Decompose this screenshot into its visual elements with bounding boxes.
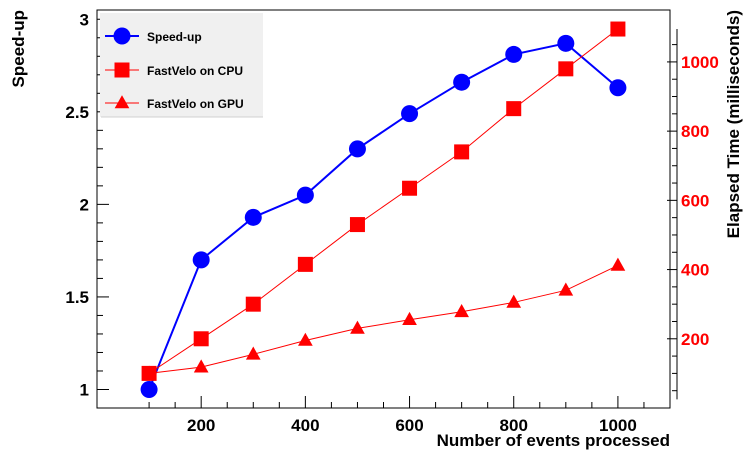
- series-line: [148, 28, 619, 374]
- data-point: [350, 320, 365, 334]
- x-tick-label: 200: [187, 416, 215, 435]
- data-point: [349, 217, 365, 233]
- data-point: [610, 21, 626, 37]
- series-line: [148, 42, 619, 390]
- data-point: [245, 346, 261, 360]
- y-left-tick-label: 2.5: [65, 103, 89, 122]
- y-left-tick-label: 3: [80, 10, 89, 29]
- y-right-tick-label: 400: [681, 261, 709, 280]
- data-point: [192, 251, 210, 269]
- data-point: [454, 144, 470, 160]
- data-point: [141, 365, 157, 379]
- x-tick-label: 600: [395, 416, 423, 435]
- legend-marker: [114, 62, 130, 78]
- y-left-tick-label: 2: [80, 195, 89, 214]
- data-point: [506, 101, 522, 117]
- legend-label: FastVelo on GPU: [147, 97, 244, 111]
- data-point: [193, 331, 209, 347]
- axes: 200 400 600 800 1000 1 1.5 2 2.5 3 200 400 600 800 100…: [9, 10, 743, 450]
- y-left-axis-title: Speed-up: [9, 10, 28, 87]
- data-point: [140, 380, 158, 398]
- legend: Speed-up FastVelo on CPU FastVelo on GPU: [100, 13, 263, 118]
- series-line: [149, 264, 619, 374]
- data-point: [296, 186, 314, 204]
- y-right-axis-title: Elapsed Time (milliseconds): [724, 10, 743, 238]
- data-point: [193, 359, 209, 373]
- data-point: [558, 61, 574, 77]
- series-layer: [140, 21, 627, 398]
- data-point: [244, 208, 262, 226]
- data-point: [402, 311, 417, 326]
- data-point: [506, 294, 522, 308]
- x-axis-title: Number of events processed: [437, 431, 670, 450]
- data-point: [298, 332, 313, 346]
- data-point: [348, 140, 366, 158]
- series-0: [140, 34, 627, 398]
- data-point: [609, 79, 627, 97]
- x-tick-label: 400: [291, 416, 319, 435]
- y-right-tick-label: 200: [681, 330, 709, 349]
- y-left-tick-label: 1.5: [65, 288, 89, 307]
- data-point: [453, 73, 471, 91]
- y-left-tick-label: 1: [80, 380, 89, 399]
- data-point: [505, 45, 523, 63]
- x-tick-label: 1000: [599, 416, 637, 435]
- data-point: [401, 105, 419, 123]
- x-tick-label: 800: [500, 416, 528, 435]
- data-point: [454, 303, 469, 318]
- data-point: [557, 34, 575, 52]
- data-point: [297, 256, 313, 272]
- y-right-tick-label: 1000: [681, 53, 719, 72]
- series-2: [141, 257, 626, 379]
- legend-label: Speed-up: [147, 30, 202, 44]
- legend-label: FastVelo on CPU: [147, 64, 243, 78]
- series-1: [141, 21, 626, 381]
- legend-marker: [113, 27, 131, 45]
- legend-marker: [114, 95, 130, 109]
- data-point: [558, 282, 574, 296]
- data-point: [245, 296, 261, 312]
- y-right-tick-label: 600: [681, 191, 709, 210]
- data-point: [402, 180, 418, 196]
- data-point: [610, 257, 626, 271]
- y-right-tick-label: 800: [681, 122, 709, 141]
